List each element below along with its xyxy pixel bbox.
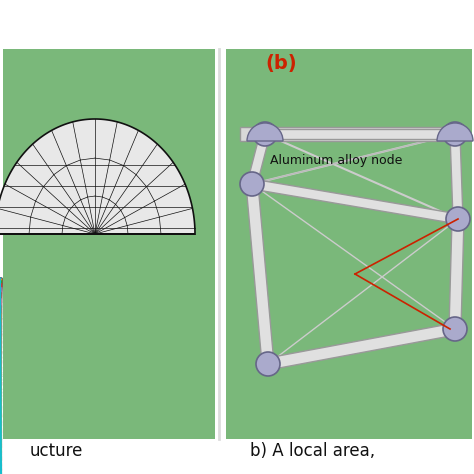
Polygon shape	[247, 133, 270, 185]
Circle shape	[446, 207, 470, 231]
Circle shape	[443, 122, 467, 146]
Circle shape	[253, 122, 277, 146]
Wedge shape	[437, 123, 473, 141]
Polygon shape	[265, 129, 455, 139]
Polygon shape	[0, 119, 195, 234]
Text: ucture: ucture	[30, 442, 83, 460]
FancyBboxPatch shape	[3, 49, 215, 439]
Circle shape	[240, 172, 264, 196]
Circle shape	[443, 317, 467, 341]
Wedge shape	[247, 123, 283, 141]
Text: Aluminum alloy node: Aluminum alloy node	[270, 154, 402, 167]
Circle shape	[256, 352, 280, 376]
Polygon shape	[449, 219, 464, 329]
FancyBboxPatch shape	[240, 127, 465, 141]
Polygon shape	[267, 323, 456, 370]
Text: b) A local area,: b) A local area,	[250, 442, 375, 460]
FancyBboxPatch shape	[226, 49, 472, 439]
Polygon shape	[450, 134, 463, 219]
Polygon shape	[251, 179, 459, 224]
Polygon shape	[246, 183, 274, 365]
Text: (b): (b)	[265, 54, 297, 73]
